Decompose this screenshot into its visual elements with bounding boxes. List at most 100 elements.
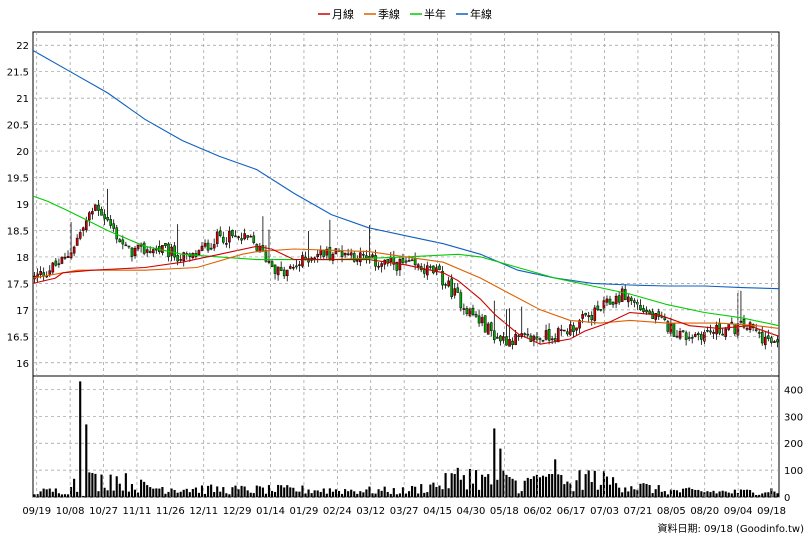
candle-body: [121, 239, 125, 245]
candle-body: [57, 263, 61, 265]
candle-body: [538, 338, 542, 340]
volume-bar: [347, 491, 350, 497]
candle-body: [563, 329, 566, 332]
volume-bar: [383, 486, 386, 497]
candle-body: [54, 260, 58, 266]
candle-body: [179, 259, 182, 261]
volume-bar: [517, 493, 520, 497]
volume-bar: [48, 488, 51, 497]
volume-bar: [645, 483, 648, 497]
volume-bar: [316, 490, 319, 497]
volume-bar: [493, 428, 496, 497]
volume-bar: [520, 491, 523, 497]
volume-bar: [54, 488, 57, 497]
candle-body: [441, 270, 444, 286]
volume-bar: [587, 470, 590, 497]
candle-body: [730, 321, 734, 324]
candle-body: [97, 204, 100, 211]
candle-body: [687, 337, 691, 339]
vol-tick-label: 300: [784, 412, 803, 423]
candle-body: [328, 247, 332, 260]
volume-bar: [773, 491, 776, 497]
volume-bar: [401, 487, 405, 497]
candle-body: [285, 269, 289, 277]
volume-bar: [730, 493, 733, 497]
volume-bar: [39, 491, 42, 497]
volume-bar: [133, 489, 137, 497]
candle-body: [544, 330, 548, 340]
volume-bar: [511, 478, 514, 497]
y-tick-label: 18: [16, 253, 29, 264]
volume-bar: [411, 485, 414, 497]
volume-bar: [164, 493, 167, 497]
candle-body: [511, 340, 514, 345]
volume-bar: [310, 493, 313, 497]
volume-bar: [207, 485, 210, 497]
candle-body: [151, 249, 155, 254]
volume-bar: [301, 485, 304, 497]
candle-body: [614, 295, 618, 305]
vol-tick-label: 400: [784, 385, 803, 396]
volume-bar: [739, 489, 743, 497]
y-tick-label: 18.5: [7, 226, 29, 237]
volume-bar: [176, 492, 179, 497]
volume-bar: [602, 471, 605, 497]
volume-bar: [389, 493, 392, 497]
candle-body: [675, 335, 679, 338]
candle-body: [425, 265, 429, 276]
candle-body: [566, 331, 569, 335]
candle-body: [712, 331, 715, 334]
volume-bar: [660, 491, 663, 497]
candle-body: [684, 332, 688, 340]
volume-bar: [465, 489, 468, 497]
volume-bar: [529, 479, 532, 497]
volume-bar: [103, 487, 106, 497]
candle-body: [197, 250, 201, 256]
volume-bar: [642, 483, 645, 497]
candle-body: [767, 335, 770, 339]
x-tick-label: 07/21: [624, 506, 653, 517]
volume-bar: [106, 490, 109, 497]
volume-bar: [575, 480, 578, 497]
candle-body: [407, 260, 411, 262]
volume-bar: [313, 490, 316, 497]
candle-body: [477, 315, 481, 324]
volume-bar: [499, 448, 502, 497]
volume-bar: [648, 485, 651, 497]
volume-bar: [170, 488, 173, 497]
volume-bar: [630, 486, 633, 497]
candle-body: [258, 245, 262, 253]
volume-bar: [605, 476, 609, 497]
candle-body: [462, 308, 466, 310]
x-tick-label: 01/29: [290, 506, 319, 517]
volume-bar: [109, 474, 112, 497]
volume-bar: [666, 494, 669, 497]
candle-body: [173, 245, 176, 258]
volume-bar: [420, 484, 423, 497]
volume-bar: [523, 480, 526, 497]
x-tick-label: 04/15: [423, 506, 452, 517]
volume-bar: [161, 487, 164, 497]
volume-bar: [508, 476, 511, 497]
volume-bar: [60, 494, 63, 497]
candle-body: [78, 232, 82, 239]
candle-body: [593, 307, 597, 321]
candle-body: [218, 230, 222, 236]
candle-body: [243, 233, 246, 240]
candle-body: [75, 237, 79, 246]
volume-bar: [76, 491, 79, 497]
volume-bar: [621, 492, 624, 497]
candle-body: [380, 263, 383, 267]
volume-bar: [672, 489, 676, 497]
candle-body: [639, 305, 642, 310]
volume-bar: [243, 486, 246, 497]
volume-bar: [258, 486, 261, 497]
volume-bar: [733, 489, 736, 497]
volume-bar: [584, 474, 587, 497]
volume-bar: [438, 485, 441, 497]
y-tick-label: 20: [16, 147, 29, 158]
candle-body: [249, 235, 253, 238]
volume-bar: [127, 491, 130, 497]
volume-bar: [407, 491, 411, 497]
